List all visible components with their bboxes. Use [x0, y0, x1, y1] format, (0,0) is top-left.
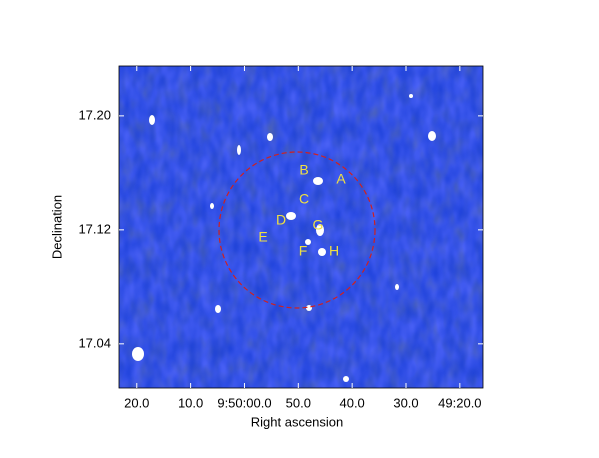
- annotation: E: [258, 229, 267, 245]
- y-tick-label: 17.04: [78, 335, 111, 350]
- annotation: A: [336, 171, 346, 187]
- x-tick-label: 9:50:00.0: [217, 395, 271, 410]
- image: [119, 66, 483, 388]
- noise: [119, 66, 483, 388]
- annotation: D: [276, 212, 286, 228]
- annotation: H: [329, 243, 339, 259]
- y-axis-label: Declination: [49, 195, 64, 259]
- y-tick-label: 17.12: [78, 221, 111, 236]
- x-tick-label: 50.0: [286, 395, 311, 410]
- annotation: B: [299, 162, 308, 178]
- sources: [132, 94, 436, 382]
- plot-frame: [118, 65, 484, 389]
- y-tick-label: 17.20: [78, 107, 111, 122]
- x-tick-label: 10.0: [178, 395, 203, 410]
- annotation: F: [299, 243, 308, 259]
- circle: [218, 151, 376, 309]
- x-axis-label: Right ascension: [251, 414, 344, 429]
- annotation: C: [299, 191, 309, 207]
- x-tick-label: 40.0: [339, 395, 364, 410]
- annotation: G: [313, 217, 324, 233]
- x-tick-label: 30.0: [393, 395, 418, 410]
- x-tick-label: 49:20.0: [438, 395, 481, 410]
- x-tick-label: 20.0: [124, 395, 149, 410]
